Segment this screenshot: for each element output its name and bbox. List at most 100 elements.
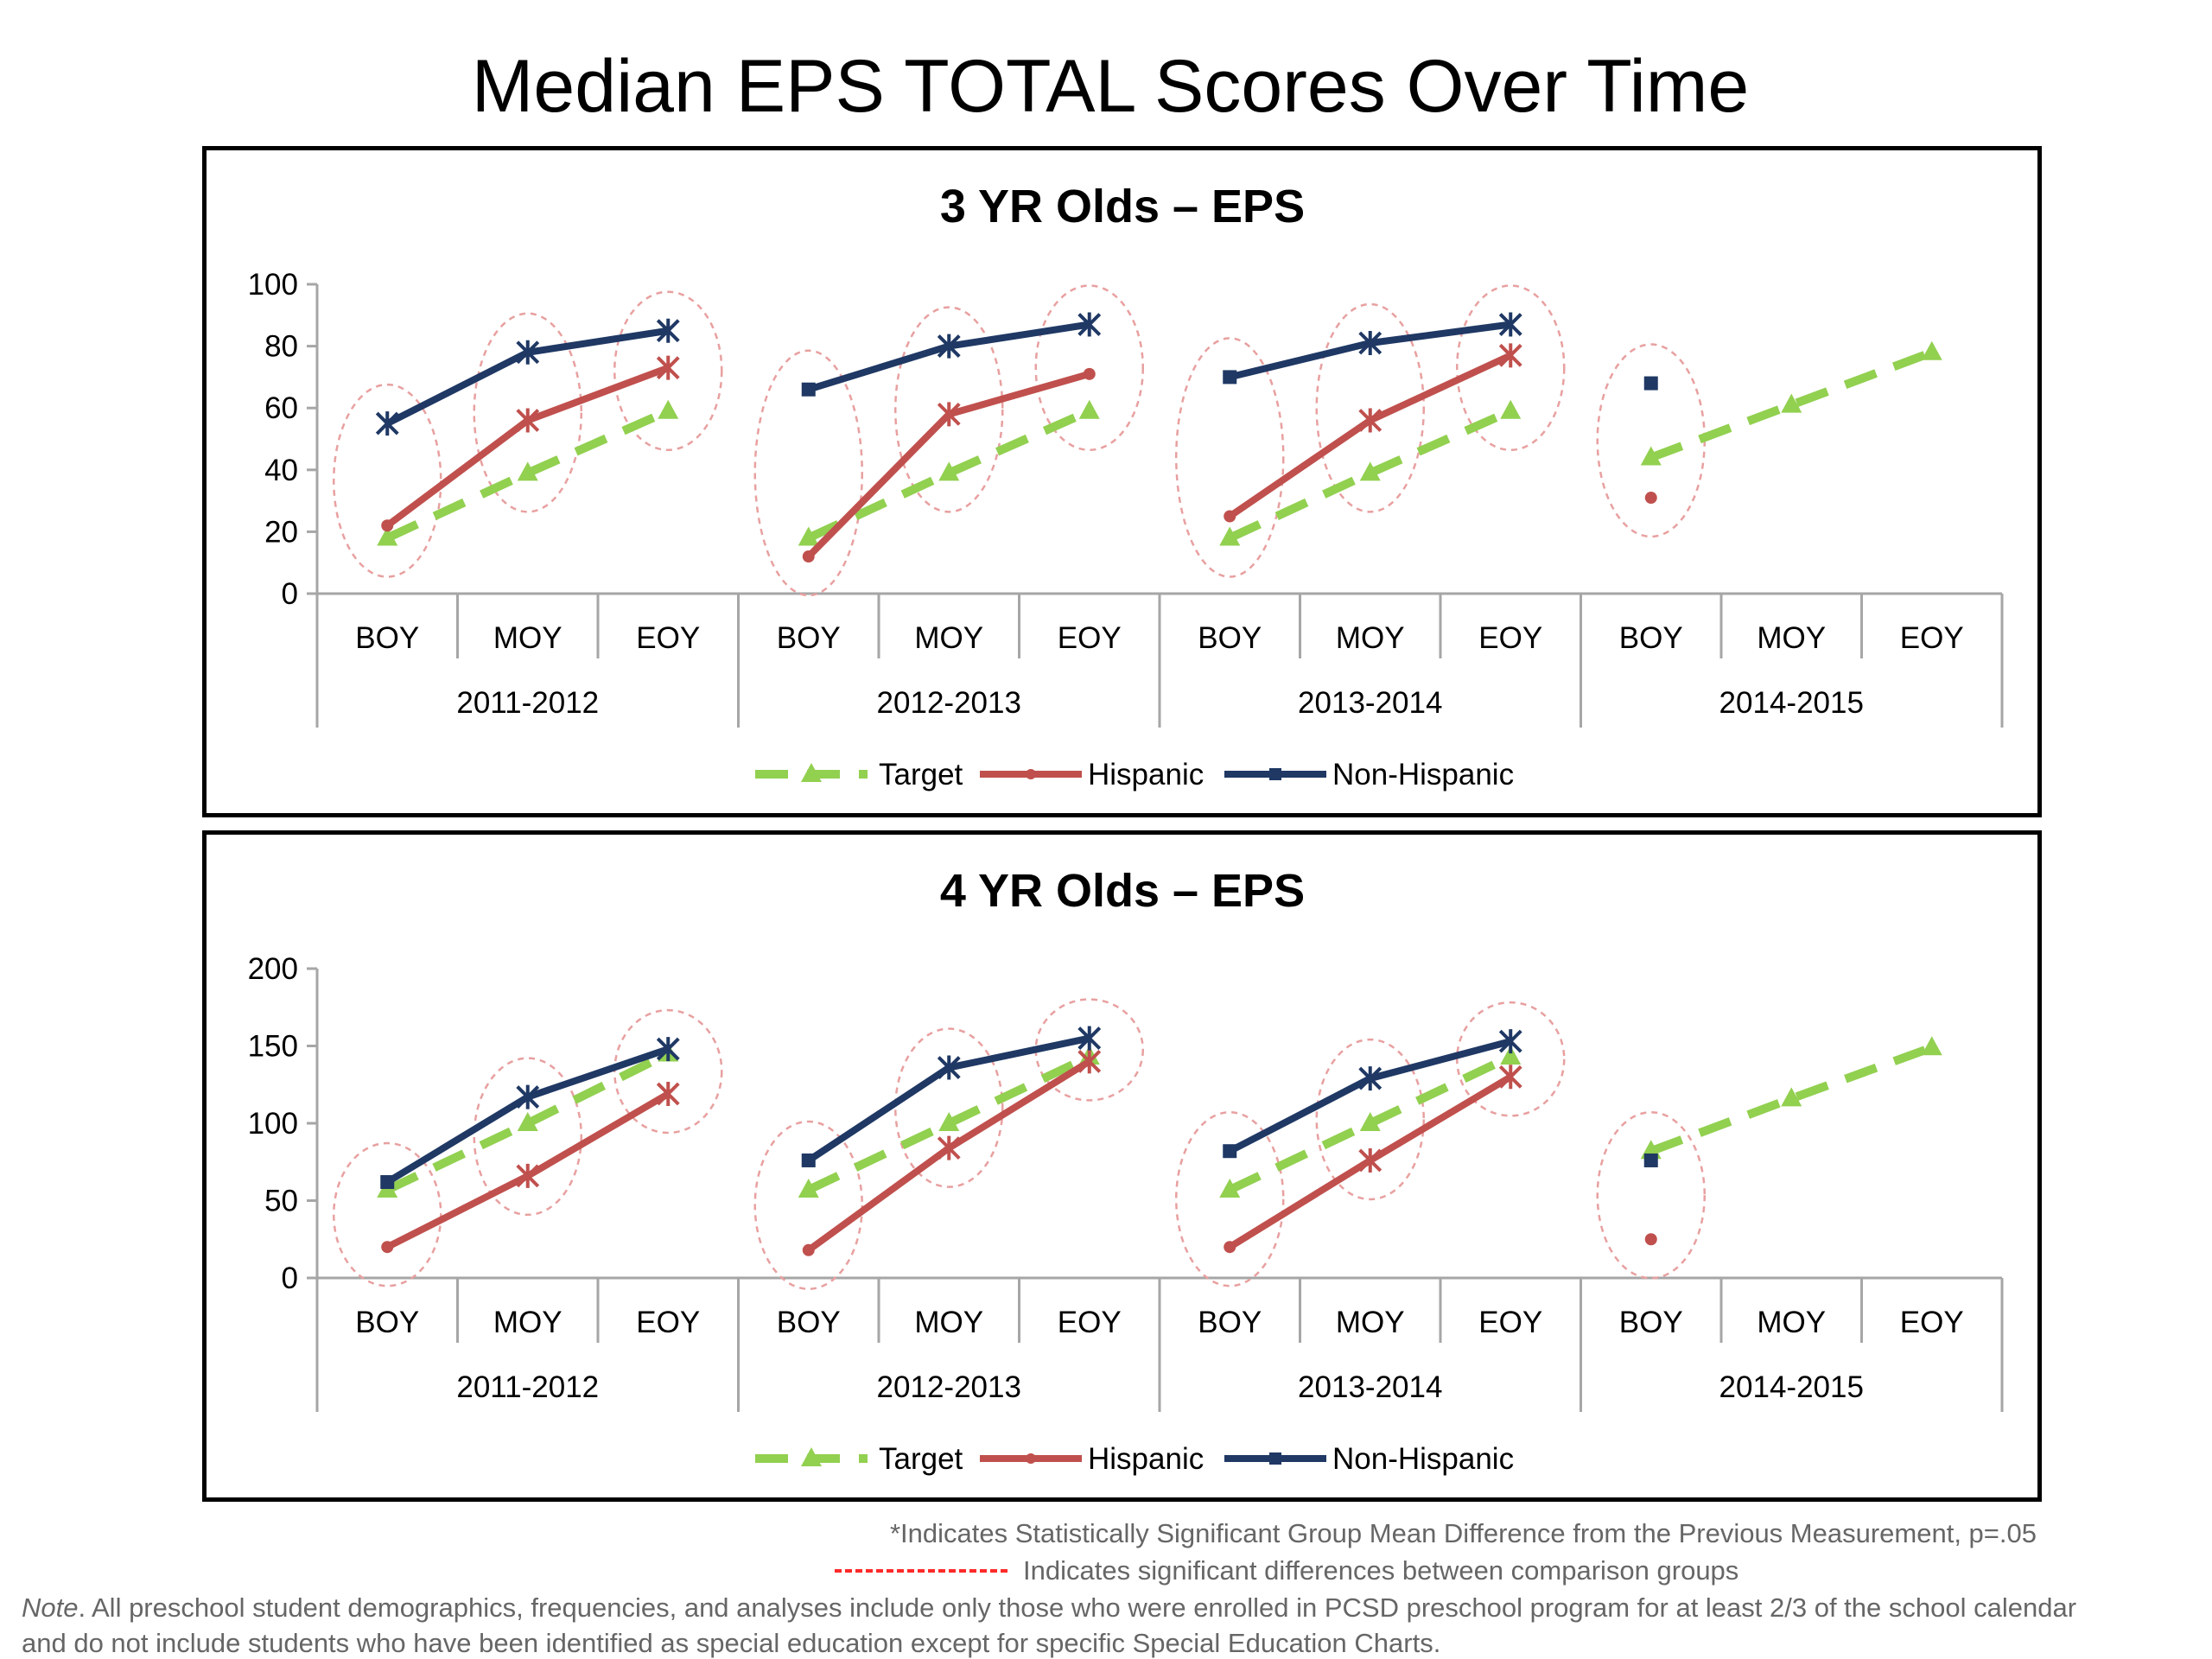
x-group-label: 2014-2015 — [1719, 1370, 1864, 1404]
x-category-label: MOY — [493, 1306, 563, 1339]
data-point-target — [377, 526, 398, 546]
data-point-hispanic — [802, 550, 815, 563]
data-point-hispanic-significant — [656, 355, 680, 380]
x-group-label: 2013-2014 — [1298, 1370, 1442, 1404]
data-point-non-hispanic-significant — [1498, 312, 1522, 337]
x-category-label: MOY — [1336, 1306, 1405, 1339]
chart-panel-3yr: 3 YR Olds – EPS 0 20 40 60 80 100 BOY MOY EOY 2011… — [202, 146, 2042, 817]
data-point-target — [938, 1112, 960, 1131]
data-point-target — [1781, 393, 1802, 413]
significance-circle — [1034, 284, 1144, 452]
x-category-label: BOY — [355, 621, 419, 655]
series-line-target — [385, 1049, 671, 1194]
data-point-non-hispanic — [380, 1175, 395, 1190]
data-point-target — [517, 461, 538, 481]
x-group-label: 2014-2015 — [1719, 686, 1864, 720]
x-category-label: BOY — [355, 1306, 419, 1339]
data-point-target — [1500, 399, 1522, 419]
series-line-non-hispanic — [1228, 1038, 1512, 1154]
data-point-non-hispanic — [1223, 370, 1237, 385]
x-group-label: 2011-2012 — [456, 1370, 599, 1404]
legend-marker-non-hispanic — [1269, 768, 1281, 780]
legend-marker-hispanic — [1026, 1453, 1036, 1464]
data-point-target — [1921, 1036, 1942, 1056]
significance-circle — [894, 1027, 1004, 1188]
significance-circle — [613, 1008, 723, 1135]
legend-label-non-hispanic: Non-Hispanic — [1332, 758, 1514, 791]
chart-3yr-olds: 3 YR Olds – EPS 0 20 40 60 80 100 BOY MOY EOY 2011… — [248, 181, 2004, 791]
data-point-hispanic-significant — [1077, 1049, 1102, 1074]
y-tick-label: 0 — [282, 577, 298, 611]
significance-circle — [473, 1057, 582, 1217]
data-point-hispanic — [381, 1241, 394, 1254]
y-tick-label: 80 — [264, 330, 298, 364]
legend-label-hispanic: Hispanic — [1088, 758, 1204, 791]
x-category-label: MOY — [914, 1306, 983, 1339]
x-category-label: MOY — [1757, 1306, 1826, 1339]
x-category-label: MOY — [914, 621, 983, 655]
data-point-target — [658, 399, 679, 419]
x-category-label: MOY — [493, 621, 563, 655]
significance-circle — [753, 1120, 863, 1291]
chart-panel-4yr: 4 YR Olds – EPS 0 50 100 150 200 BOY MOY EOY 2011… — [202, 830, 2042, 1502]
data-point-target — [1359, 1112, 1381, 1131]
data-point-non-hispanic — [801, 1153, 816, 1167]
x-category-label: EOY — [636, 621, 700, 655]
data-point-hispanic-significant — [1358, 408, 1382, 433]
data-point-hispanic-significant — [937, 402, 961, 427]
data-point-target — [798, 526, 819, 546]
dashed-circle-footnote: Indicates significant differences betwee… — [835, 1555, 1738, 1586]
significance-footnote: *Indicates Statistically Significant Gro… — [889, 1518, 2037, 1548]
significance-circle — [1456, 284, 1566, 452]
series-line-hispanic — [385, 364, 670, 529]
significance-circle — [1175, 1110, 1285, 1287]
data-point-hispanic — [1644, 1233, 1657, 1246]
data-point-non-hispanic-significant — [656, 1037, 680, 1062]
data-point-non-hispanic-significant — [656, 318, 680, 343]
data-point-non-hispanic-significant — [937, 334, 961, 359]
y-tick-label: 40 — [264, 454, 298, 487]
chart-4yr-olds: 4 YR Olds – EPS 0 50 100 150 200 BOY MOY EOY 2011… — [248, 865, 2004, 1476]
note-line-1-text: . All preschool student demographics, fr… — [78, 1592, 2077, 1623]
significance-circle — [1596, 1110, 1706, 1280]
chart-title: 3 YR Olds – EPS — [940, 181, 1305, 232]
data-point-hispanic — [1224, 510, 1236, 523]
x-category-label: EOY — [1900, 1306, 1964, 1339]
y-tick-label: 50 — [264, 1185, 298, 1218]
data-point-non-hispanic — [801, 382, 816, 397]
x-category-label: BOY — [777, 621, 841, 655]
y-tick-label: 100 — [248, 268, 298, 302]
significance-circle — [333, 1141, 442, 1287]
series-line-hispanic — [1228, 352, 1512, 519]
legend-marker-target — [801, 1447, 822, 1466]
data-point-hispanic — [802, 1243, 815, 1256]
data-point-hispanic-significant — [516, 408, 540, 433]
data-point-non-hispanic-significant — [516, 340, 540, 365]
data-point-hispanic-significant — [1498, 1065, 1522, 1090]
dashed-circle-footnote-text: Indicates significant differences betwee… — [1023, 1555, 1739, 1586]
data-point-hispanic-significant — [1358, 1147, 1382, 1173]
significance-circle — [1315, 1038, 1425, 1201]
x-category-label: MOY — [1757, 621, 1826, 655]
x-category-label: BOY — [1198, 1306, 1262, 1339]
data-point-non-hispanic-significant — [1358, 1066, 1382, 1091]
y-tick-label: 60 — [264, 391, 298, 425]
significance-circle — [1175, 337, 1285, 578]
data-point-non-hispanic — [1643, 376, 1658, 391]
data-point-non-hispanic — [1643, 1153, 1658, 1167]
chart-title: 4 YR Olds – EPS — [940, 865, 1305, 917]
data-point-target — [1500, 1046, 1522, 1065]
data-point-hispanic — [1083, 367, 1096, 380]
note-line-2: and do not include students who have bee… — [22, 1628, 1441, 1658]
data-point-target — [1359, 461, 1381, 481]
y-tick-label: 0 — [282, 1262, 298, 1295]
data-point-non-hispanic-significant — [1498, 1029, 1522, 1054]
data-point-hispanic-significant — [1498, 343, 1522, 368]
data-point-target — [798, 1178, 819, 1198]
legend-label-non-hispanic: Non-Hispanic — [1332, 1442, 1514, 1476]
data-point-hispanic-significant — [937, 1135, 961, 1160]
data-point-non-hispanic — [1223, 1144, 1237, 1159]
legend-marker-target — [801, 763, 822, 782]
x-category-label: BOY — [1198, 621, 1262, 655]
significance-circle — [613, 290, 723, 452]
